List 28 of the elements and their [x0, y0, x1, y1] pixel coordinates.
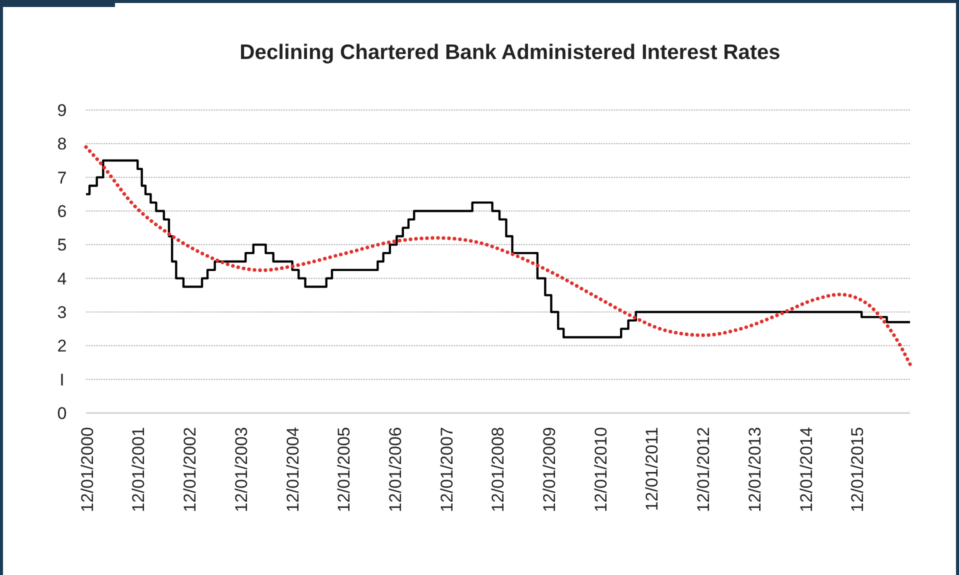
x-tick-label: 12/01/2013: [746, 427, 765, 512]
y-tick-label: 9: [57, 100, 67, 120]
x-tick-label: 12/01/2015: [848, 427, 868, 512]
x-tick-label: 12/01/2006: [386, 427, 405, 512]
x-tick-label: 12/01/2009: [540, 427, 560, 512]
x-tick-label: 12/01/2005: [334, 427, 354, 512]
y-tick-label: 4: [57, 269, 67, 288]
x-tick-label: 12/01/2010: [591, 427, 610, 512]
x-tick-label: 12/01/2011: [642, 427, 662, 511]
x-tick-label: 12/01/2003: [232, 427, 251, 512]
y-tick-label: I: [60, 370, 64, 390]
y-tick-label: 0: [57, 404, 67, 423]
line-series: [84, 145, 912, 366]
x-tick-label: 12/01/2004: [283, 427, 302, 512]
y-tick-label: 6: [57, 202, 67, 221]
y-tick-label: 3: [57, 302, 67, 322]
x-tick-label: 12/01/2000: [78, 427, 97, 512]
y-tick-label: 5: [57, 236, 67, 255]
x-tick-label: 12/01/2002: [180, 427, 200, 512]
x-tick-label: 12/01/2012: [694, 427, 714, 512]
y-tick-label: 8: [57, 134, 67, 154]
chart-title: Declining Chartered Bank Administered Interest Rates: [240, 41, 780, 64]
x-tick-label: 12/01/2008: [488, 427, 508, 512]
y-tick-label: 2: [57, 336, 67, 356]
y-tick-label: 7: [57, 168, 67, 188]
x-tick-label: 12/01/2001: [129, 427, 148, 512]
x-tick-label: 12/01/2007: [437, 427, 456, 512]
x-tick-label: 12/01/2014: [796, 427, 816, 512]
